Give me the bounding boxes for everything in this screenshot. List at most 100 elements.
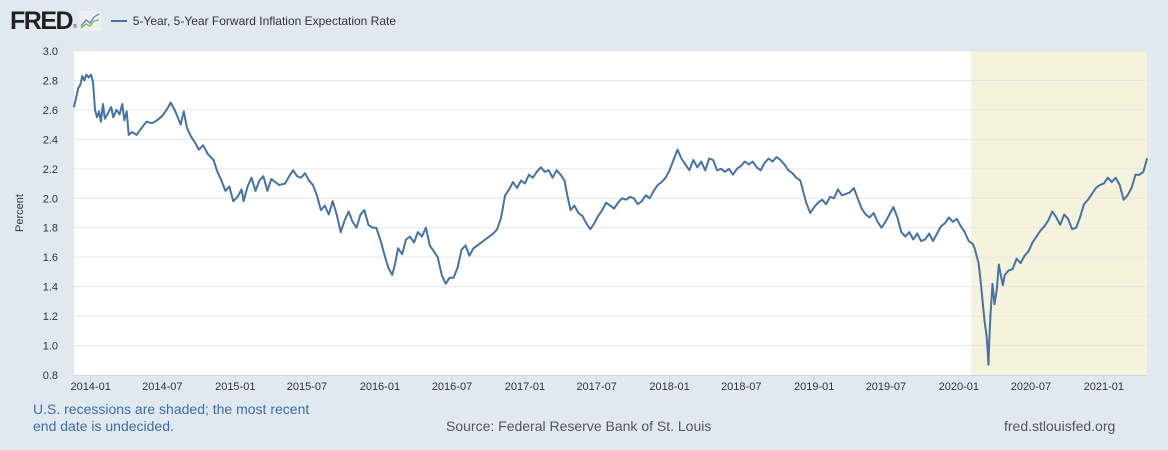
data-point <box>716 169 718 171</box>
data-point <box>880 227 883 229</box>
data-point <box>1055 216 1057 218</box>
data-point <box>100 121 102 123</box>
data-point <box>952 221 954 223</box>
data-point <box>552 177 554 179</box>
data-point <box>121 103 123 105</box>
data-point <box>453 277 455 279</box>
data-point <box>787 169 790 171</box>
data-point <box>460 249 463 251</box>
data-point <box>986 344 988 347</box>
data-point <box>85 74 87 76</box>
data-point <box>247 185 249 188</box>
data-point <box>645 194 647 196</box>
data-point <box>433 250 435 252</box>
data-point <box>241 188 243 190</box>
data-point <box>845 193 847 195</box>
data-point <box>760 169 762 171</box>
y-axis-label: Percent <box>14 194 26 232</box>
data-point <box>720 168 722 170</box>
data-point <box>821 199 823 201</box>
data-point <box>536 171 538 173</box>
data-point <box>183 110 185 112</box>
data-point <box>1059 224 1061 226</box>
x-tick-label: 2014-01 <box>70 381 110 393</box>
data-point <box>336 213 338 216</box>
data-point <box>1083 203 1085 205</box>
data-point <box>1127 194 1129 196</box>
data-point <box>791 172 794 174</box>
data-point <box>156 119 158 121</box>
data-point <box>202 144 204 146</box>
data-point <box>1004 274 1006 276</box>
data-point <box>944 222 946 224</box>
data-point <box>684 163 687 165</box>
data-point <box>421 236 423 238</box>
data-point <box>775 156 778 158</box>
y-tick-label: 3.0 <box>43 46 58 58</box>
y-axis: 0.8 1.0 1.2 1.4 1.6 1.8 2.0 2.2 2.4 2.6 2.8 3.0 <box>43 46 58 382</box>
data-point <box>665 177 667 179</box>
y-tick-label: 2.6 <box>43 105 58 117</box>
data-point <box>383 253 385 255</box>
data-point <box>625 199 627 201</box>
data-point <box>768 157 770 160</box>
data-point <box>344 219 346 221</box>
data-point <box>593 222 595 224</box>
recession-layer <box>971 51 1147 375</box>
y-tick-label: 1.6 <box>43 252 58 264</box>
chart[interactable]: 0.8 1.0 1.2 1.4 1.6 1.8 2.0 2.2 2.4 2.6 2.8 3.0 201… <box>0 0 1168 400</box>
data-point <box>480 241 482 244</box>
data-point <box>437 256 439 258</box>
data-point <box>853 187 855 189</box>
data-point <box>363 209 365 211</box>
data-point <box>1027 250 1030 252</box>
data-point <box>77 87 79 89</box>
data-point <box>972 243 974 245</box>
data-point <box>500 216 502 218</box>
data-point <box>633 197 635 199</box>
x-tick-label: 2017-07 <box>576 381 616 393</box>
data-point <box>978 262 980 264</box>
data-point <box>324 205 326 207</box>
data-point <box>566 194 568 196</box>
series-line <box>73 73 1148 366</box>
data-point <box>79 84 81 86</box>
data-point <box>892 206 895 208</box>
site-link[interactable]: fred.stlouisfed.org <box>1004 418 1116 434</box>
data-point <box>397 247 399 249</box>
data-point <box>1142 171 1144 173</box>
data-point <box>998 263 1000 266</box>
x-tick-label: 2016-01 <box>360 381 400 393</box>
data-point <box>764 162 766 164</box>
legend-swatch <box>110 20 127 22</box>
data-point <box>88 76 90 79</box>
data-point <box>278 184 280 186</box>
recession-note: U.S. recessions are shaded; the most rec… <box>33 401 310 434</box>
data-point <box>128 134 130 136</box>
data-point <box>212 159 215 161</box>
data-point <box>102 103 104 105</box>
data-point <box>1031 241 1034 244</box>
data-point <box>795 177 797 179</box>
data-point <box>151 122 153 124</box>
data-point <box>316 194 318 196</box>
data-point <box>916 233 918 235</box>
data-point <box>123 119 125 121</box>
data-point <box>81 75 83 77</box>
data-point <box>107 112 109 114</box>
data-point <box>258 180 260 182</box>
data-point <box>940 225 942 227</box>
data-point <box>928 233 930 235</box>
fred-logo[interactable]: FRED <box>10 7 74 35</box>
data-point <box>548 169 550 171</box>
data-point <box>1119 184 1121 186</box>
data-point <box>712 159 714 161</box>
legend[interactable]: 5-Year, 5-Year Forward Inflation Expecta… <box>110 14 396 28</box>
data-point <box>589 228 591 230</box>
y-tick-label: 2.4 <box>43 134 58 146</box>
data-point <box>732 174 734 176</box>
x-tick-label: 2016-07 <box>432 381 472 393</box>
data-point <box>472 247 474 249</box>
data-point <box>752 160 754 163</box>
data-point <box>987 364 990 366</box>
